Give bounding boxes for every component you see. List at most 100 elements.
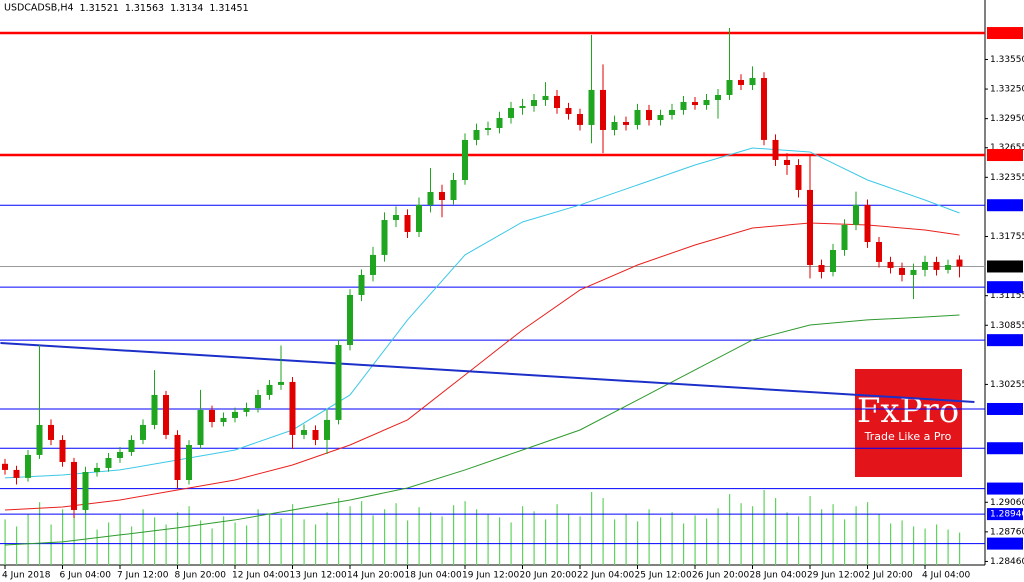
candle-body xyxy=(496,117,503,129)
level-label-box xyxy=(987,402,1023,415)
volume-bar xyxy=(119,514,121,565)
candle-body xyxy=(255,394,261,408)
volume-bar xyxy=(499,517,501,565)
volume-bar xyxy=(315,524,317,565)
volume-bar xyxy=(591,492,593,565)
candle-body xyxy=(324,419,330,440)
volume-bar xyxy=(913,526,915,565)
moving-average xyxy=(4,314,960,546)
candle-body xyxy=(634,109,641,125)
logo-box xyxy=(855,369,962,477)
candle-body xyxy=(784,159,790,165)
candle-body xyxy=(381,220,388,255)
x-tick-label: 20 Jun 20:00 xyxy=(520,571,577,581)
level-label-box xyxy=(987,537,1023,550)
volume-bar xyxy=(533,511,535,565)
candle-body xyxy=(795,164,802,190)
candle-body xyxy=(266,384,273,395)
volume-bar xyxy=(602,498,604,565)
level-label-box xyxy=(987,334,1023,347)
volume-bar xyxy=(418,507,420,565)
volume-bar xyxy=(50,524,52,565)
candle-body xyxy=(140,424,146,440)
y-tick-label: 1.31755 xyxy=(990,232,1024,242)
candle-body xyxy=(105,457,112,468)
candle-body xyxy=(887,261,894,268)
candle-body xyxy=(232,411,238,418)
candle-body xyxy=(680,101,687,110)
volume-bar xyxy=(464,501,466,565)
candle-body xyxy=(82,472,89,510)
candle-body xyxy=(59,439,66,462)
volume-bar xyxy=(959,532,961,565)
candle-body xyxy=(542,95,549,101)
candle-body xyxy=(600,89,606,130)
volume-bar xyxy=(867,502,869,565)
volume-bar xyxy=(671,512,673,565)
volume-bar xyxy=(27,514,29,565)
candle-body xyxy=(738,79,744,86)
candle-body xyxy=(485,128,491,130)
candle-body xyxy=(473,129,480,140)
volume-bar xyxy=(878,514,880,565)
volume-bar xyxy=(361,501,363,565)
x-tick-label: 14 Jun 20:00 xyxy=(347,571,404,581)
candle-body xyxy=(933,261,940,270)
volume-bar xyxy=(142,509,144,565)
candle-body xyxy=(761,78,767,140)
candle-body xyxy=(117,451,123,458)
volume-bar xyxy=(39,502,41,565)
volume-bar xyxy=(740,503,742,565)
volume-bar xyxy=(246,525,248,565)
volume-bar xyxy=(441,516,443,565)
volume-bar xyxy=(211,528,213,565)
candle-body xyxy=(163,394,169,435)
volume-bar xyxy=(165,524,167,565)
candle-body xyxy=(36,424,43,455)
volume-bar xyxy=(131,526,133,565)
candle-body xyxy=(151,394,158,425)
x-tick-label: 28 Jun 04:00 xyxy=(750,571,807,581)
volume-bar xyxy=(832,504,834,565)
candle-body xyxy=(646,109,652,121)
candle-body xyxy=(335,344,342,420)
candle-body xyxy=(220,417,227,422)
volume-bar xyxy=(763,490,765,565)
candle-body xyxy=(853,204,859,225)
volume-bar xyxy=(476,509,478,565)
volume-bar xyxy=(522,506,524,565)
x-tick-label: 4 Jun 2018 xyxy=(2,571,51,581)
y-tick-label: 1.30855 xyxy=(990,321,1024,331)
candle-body xyxy=(899,267,905,275)
candle-body xyxy=(830,250,836,272)
volume-bar xyxy=(338,498,340,565)
candle-body xyxy=(370,254,376,275)
level-label-box xyxy=(987,199,1023,212)
volume-bar xyxy=(257,509,259,565)
logo-tagline: Trade Like a Pro xyxy=(864,430,952,443)
y-tick-label: 1.32655 xyxy=(990,143,1024,153)
candle-body xyxy=(772,139,779,160)
candle-body xyxy=(876,242,882,262)
candle-body xyxy=(818,264,825,272)
trend-line xyxy=(0,342,975,403)
volume-bar xyxy=(660,517,662,565)
level-label-box xyxy=(987,27,1023,40)
volume-bar xyxy=(85,504,87,565)
x-tick-label: 19 Jun 12:00 xyxy=(462,571,519,581)
level-label-box xyxy=(987,149,1023,162)
volume-bar xyxy=(752,506,754,565)
volume-bar xyxy=(154,517,156,565)
candle-body xyxy=(312,429,319,440)
volume-bar xyxy=(786,512,788,565)
x-tick-label: 26 Jun 20:00 xyxy=(692,571,749,581)
y-tick-label: 1.32355 xyxy=(990,173,1024,183)
candle-body xyxy=(577,114,583,125)
volume-bar xyxy=(694,515,696,565)
candle-body xyxy=(209,409,215,422)
candle-body xyxy=(439,192,445,201)
candle-body xyxy=(922,261,928,270)
x-tick-label: 6 Jun 04:00 xyxy=(60,571,112,581)
y-tick-label: 1.29060 xyxy=(990,498,1024,508)
candle-body xyxy=(278,381,284,385)
